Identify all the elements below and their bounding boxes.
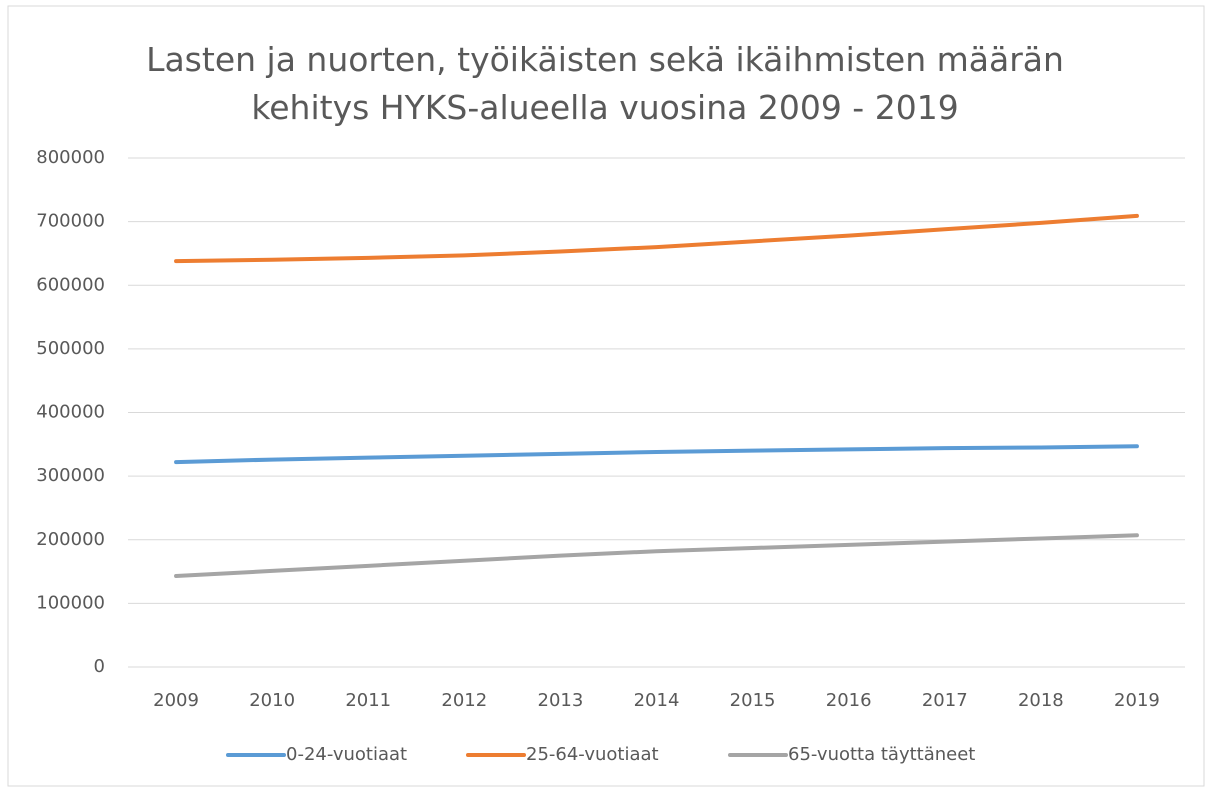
y-tick-label: 400000 xyxy=(36,402,105,423)
x-tick-label: 2011 xyxy=(345,690,391,711)
y-tick-label: 0 xyxy=(94,656,105,677)
y-tick-label: 700000 xyxy=(36,211,105,232)
x-tick-label: 2017 xyxy=(922,690,968,711)
series-line xyxy=(174,213,1139,264)
series-line xyxy=(174,444,1139,465)
legend-label: 0-24-vuotiaat xyxy=(286,744,407,765)
x-tick-label: 2015 xyxy=(730,690,776,711)
y-tick-label: 600000 xyxy=(36,274,105,295)
chart-border xyxy=(7,5,1205,787)
x-tick-label: 2018 xyxy=(1018,690,1064,711)
y-tick-label: 100000 xyxy=(36,592,105,613)
y-tick-label: 500000 xyxy=(36,338,105,359)
chart-title: Lasten ja nuorten, työikäisten sekä ikäi… xyxy=(146,40,1064,127)
legend-label: 25-64-vuotiaat xyxy=(526,744,659,765)
x-tick-label: 2010 xyxy=(249,690,295,711)
series-line xyxy=(174,533,1139,579)
x-tick-label: 2013 xyxy=(538,690,584,711)
y-tick-label: 300000 xyxy=(36,465,105,486)
legend-label: 65-vuotta täyttäneet xyxy=(788,744,975,765)
x-tick-label: 2012 xyxy=(441,690,487,711)
y-tick-label: 800000 xyxy=(36,147,105,168)
y-tick-label: 200000 xyxy=(36,529,105,550)
x-tick-label: 2009 xyxy=(153,690,199,711)
x-tick-label: 2019 xyxy=(1114,690,1160,711)
x-tick-label: 2014 xyxy=(634,690,680,711)
x-tick-label: 2016 xyxy=(826,690,872,711)
